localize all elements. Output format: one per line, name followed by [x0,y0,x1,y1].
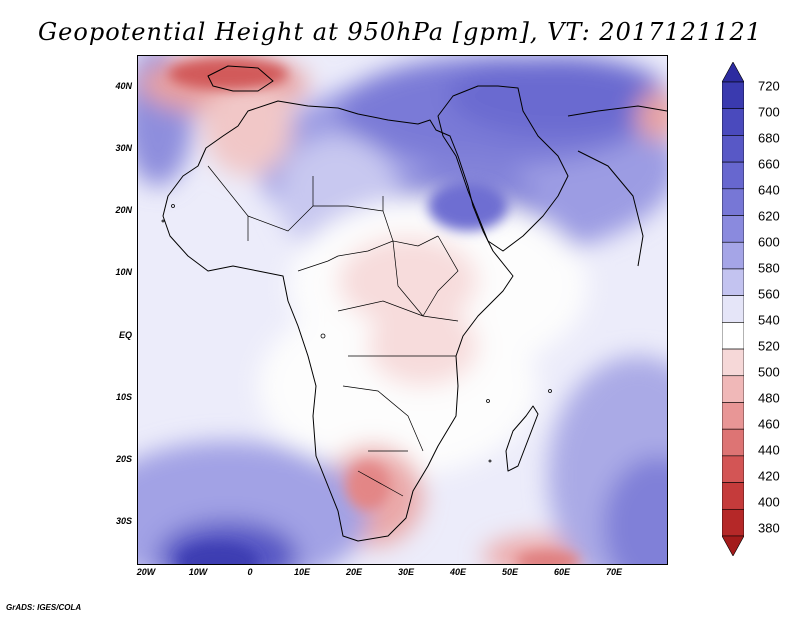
colorbar-label: 580 [758,260,780,276]
y-tick-label: 20S [115,454,132,464]
colorbar-label: 440 [758,442,780,458]
x-tick-label: 70E [605,567,622,577]
colorbar-swatch [722,215,744,243]
x-tick-label: 30E [397,567,414,577]
colorbar-swatch [722,348,744,377]
colorbar-label: 460 [758,416,780,432]
grads-credit: GrADS: IGES/COLA [6,603,82,612]
colorbar-label: 720 [758,78,780,94]
colorbar-swatch [722,62,744,83]
africa-coastline [162,100,514,542]
colorbar-label: 700 [758,104,780,120]
colorbar-swatch [722,81,744,110]
colorbar-swatch [722,482,744,510]
colorbar-swatch [722,268,744,296]
colorbar-swatch [722,135,744,163]
colorbar-label: 660 [758,156,780,172]
iberia-coastline [207,65,274,92]
x-tick-label: 40E [449,567,466,577]
y-tick-label: 40N [115,81,132,91]
colorbar-label: 600 [758,234,780,250]
colorbar-label: 500 [758,364,780,380]
y-tick-label: EQ [118,330,132,340]
geopotential-field-map [138,56,667,564]
colorbar [722,62,744,556]
colorbar-swatch [722,535,744,556]
country-borders [207,165,459,497]
shaded-field-cores [168,58,580,564]
x-tick-label: 60E [553,567,570,577]
x-tick-label: 10W [188,567,208,577]
colorbar-swatch [722,375,744,403]
arabian-peninsula-coastline [437,85,569,252]
colorbar-label: 480 [758,390,780,406]
map-title: Geopotential Height at 950hPa [gpm], VT:… [38,18,762,46]
y-tick-label: 30S [115,516,132,526]
shaded-field [138,56,667,564]
madagascar-coastline [505,405,539,472]
colorbar-swatch [722,241,744,270]
colorbar-label: 680 [758,130,780,146]
colorbar-label: 560 [758,286,780,302]
colorbar-swatch [722,322,744,350]
colorbar-swatch [722,402,744,430]
colorbar-swatch [722,161,744,190]
map-panel [137,55,668,565]
x-tick-label: 0 [247,567,253,577]
x-tick-label: 20E [345,567,362,577]
colorbar-label: 620 [758,208,780,224]
x-tick-label: 20W [136,567,156,577]
y-tick-label: 10S [115,392,132,402]
colorbar-swatch [722,508,744,537]
colorbar-label: 400 [758,494,780,510]
asia-coastline [567,105,667,267]
colorbar-label: 540 [758,312,780,328]
colorbar-swatch [722,108,744,136]
x-tick-label: 50E [501,567,518,577]
y-tick-label: 20N [115,205,132,215]
colorbar-label: 520 [758,338,780,354]
y-tick-label: 30N [115,143,132,153]
colorbar-swatch [722,455,744,483]
x-tick-label: 10E [293,567,310,577]
islands [161,204,552,463]
y-tick-label: 10N [115,267,132,277]
colorbar-swatch [722,428,744,457]
colorbar-label: 640 [758,182,780,198]
colorbar-label: 380 [758,520,780,536]
colorbar-label: 420 [758,468,780,484]
colorbar-swatch [722,188,744,216]
colorbar-swatch [722,295,744,323]
coastlines [162,65,667,542]
